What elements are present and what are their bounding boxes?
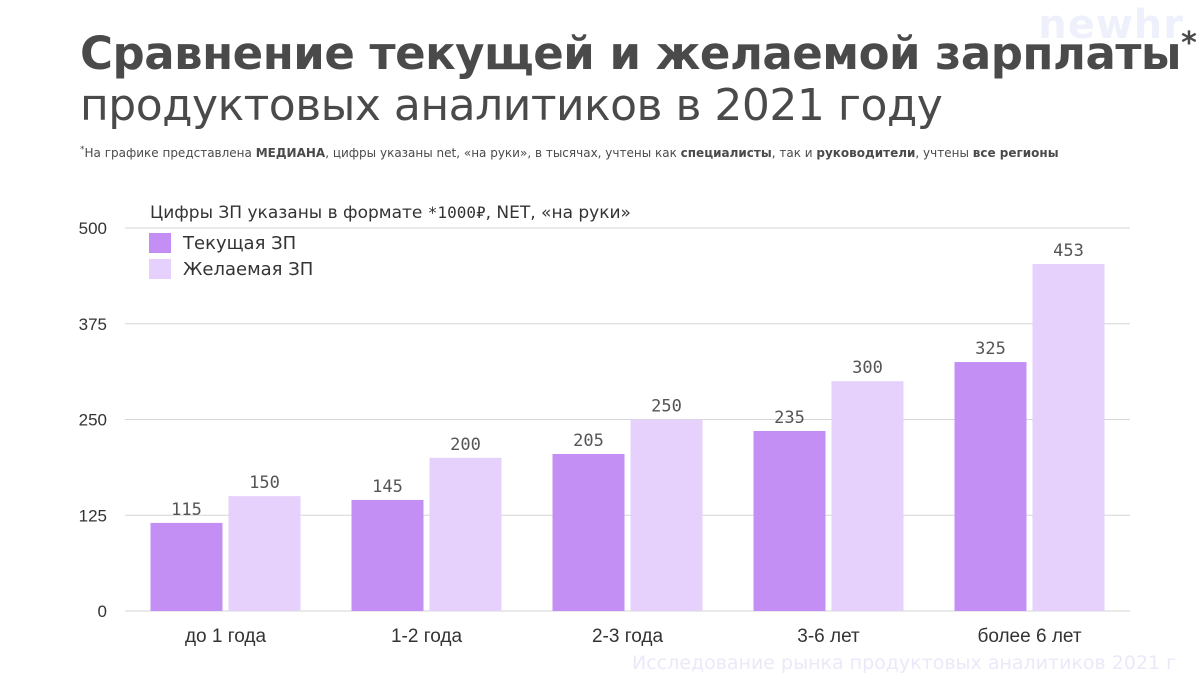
page-subtitle: продуктовых аналитиков в 2021 году bbox=[80, 80, 943, 131]
footnote: *На графике представлена МЕДИАНА, цифры … bbox=[80, 145, 1059, 160]
data-label-desired: 300 bbox=[852, 358, 883, 378]
legend-swatch-current bbox=[149, 233, 171, 253]
data-label-current: 145 bbox=[372, 477, 403, 497]
x-tick-label: до 1 года bbox=[185, 626, 267, 647]
y-tick-label: 125 bbox=[79, 506, 107, 525]
data-label-current: 205 bbox=[573, 431, 604, 451]
bar-current bbox=[954, 362, 1027, 611]
bar-current bbox=[150, 522, 223, 611]
bar-current bbox=[351, 499, 424, 611]
legend-item-current: Текущая ЗП bbox=[149, 232, 297, 254]
chart-title: Цифры ЗП указаны в формате *1000₽, NET, … bbox=[150, 203, 631, 223]
x-tick-label: 2-3 года bbox=[592, 626, 663, 647]
legend-label-current: Текущая ЗП bbox=[183, 232, 297, 254]
y-tick-label: 250 bbox=[79, 411, 107, 430]
data-label-current: 115 bbox=[171, 500, 202, 520]
data-label-desired: 250 bbox=[651, 397, 682, 417]
data-label-desired: 453 bbox=[1053, 241, 1084, 261]
bar-chart: 0 125 250 375 500 115 150 до 1 года 145 200 1-2 го… bbox=[79, 219, 1130, 647]
x-tick-label: более 6 лет bbox=[977, 626, 1081, 647]
data-label-current: 325 bbox=[975, 339, 1006, 359]
bar-current bbox=[753, 430, 826, 611]
bar-desired bbox=[630, 419, 703, 611]
brand-logo: newhr bbox=[1038, 2, 1184, 48]
bar-desired bbox=[429, 457, 502, 611]
data-label-desired: 150 bbox=[249, 473, 280, 493]
legend-label-desired: Желаемая ЗП bbox=[183, 258, 314, 280]
bar-desired bbox=[1032, 264, 1105, 611]
legend-swatch-desired bbox=[149, 259, 171, 279]
bar-desired bbox=[831, 381, 904, 611]
y-tick-label: 500 bbox=[79, 219, 107, 238]
y-tick-label: 375 bbox=[79, 315, 107, 334]
data-label-current: 235 bbox=[774, 408, 805, 428]
x-tick-label: 3-6 лет bbox=[797, 626, 860, 647]
footer-source: Исследование рынка продуктовых аналитико… bbox=[632, 652, 1177, 674]
legend-item-desired: Желаемая ЗП bbox=[149, 258, 314, 280]
page-title: Сравнение текущей и желаемой зарплаты* bbox=[80, 26, 1197, 80]
y-tick-label: 0 bbox=[98, 602, 107, 621]
x-tick-label: 1-2 года bbox=[391, 626, 462, 647]
bar-desired bbox=[228, 496, 301, 611]
bar-current bbox=[552, 453, 625, 611]
data-label-desired: 200 bbox=[450, 435, 481, 455]
